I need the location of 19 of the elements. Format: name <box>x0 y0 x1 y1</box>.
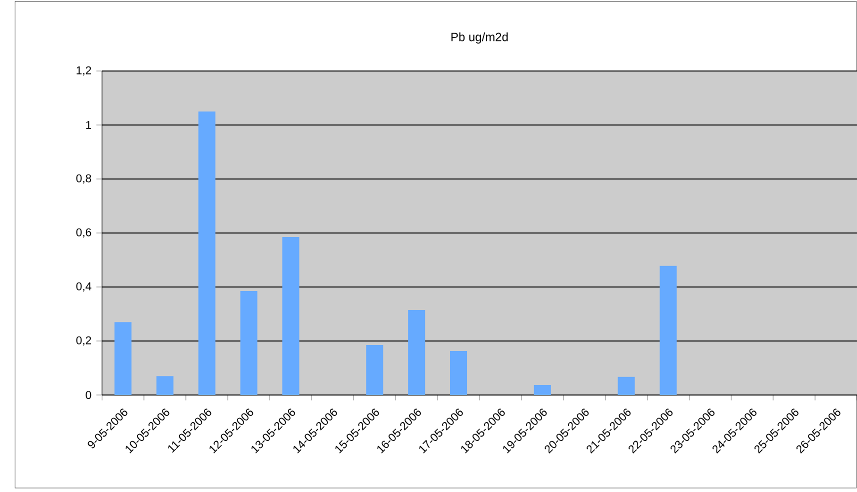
y-tick-label: 1,2 <box>76 66 92 76</box>
bar <box>618 376 635 395</box>
y-tick-label: 0,2 <box>76 336 92 346</box>
bar <box>534 384 551 395</box>
bar <box>366 345 384 395</box>
bar <box>282 237 300 395</box>
bar <box>114 322 132 395</box>
y-tick-label: 0,8 <box>76 174 92 184</box>
bar <box>660 266 677 395</box>
chart-title: Pb ug/m2d <box>451 32 508 44</box>
y-tick-label: 1 <box>86 121 92 129</box>
bar <box>198 111 216 395</box>
bar <box>240 291 258 395</box>
y-tick-label: 0,4 <box>76 282 92 292</box>
bar <box>156 376 174 395</box>
bar <box>408 310 426 395</box>
bar <box>450 350 468 395</box>
y-tick-label: 0 <box>86 390 92 399</box>
y-tick-label: 0,6 <box>76 228 92 238</box>
